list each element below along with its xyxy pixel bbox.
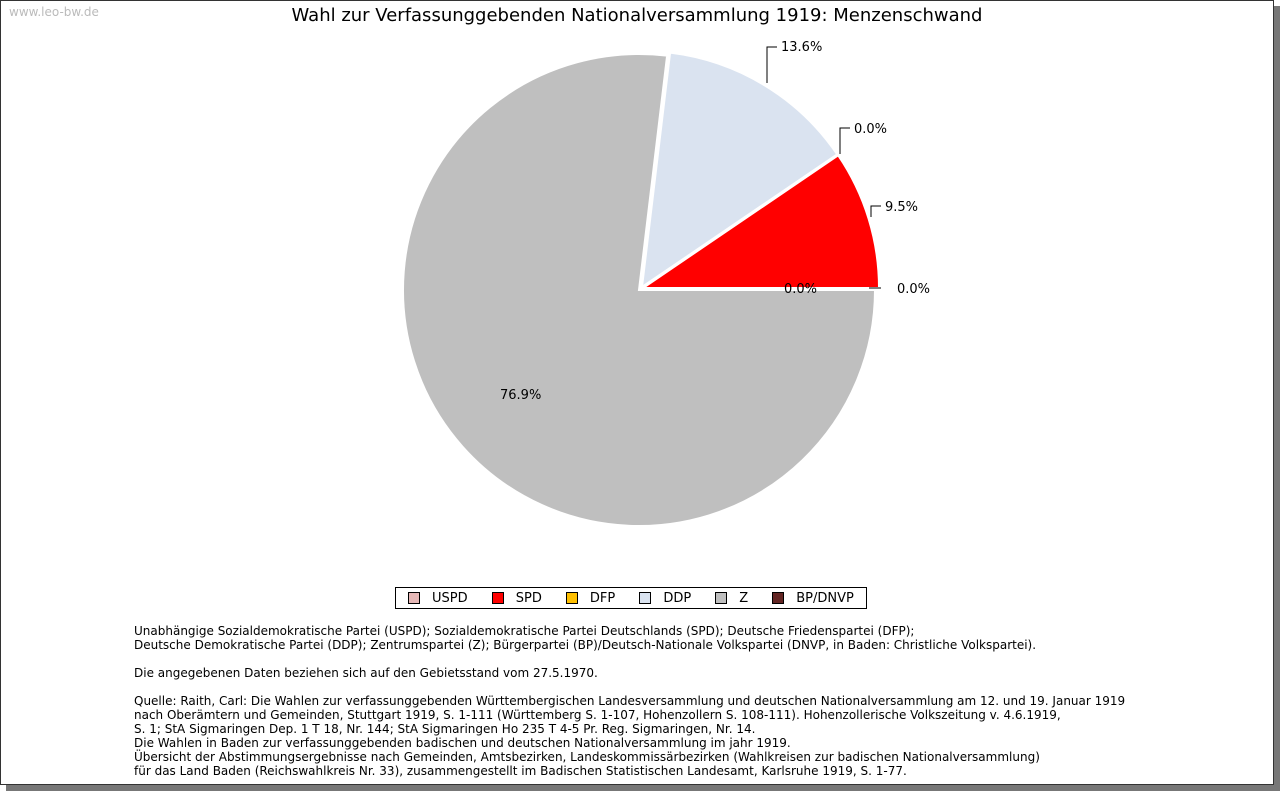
note-line: Die Wahlen in Baden zur verfassunggebend… [134,736,791,750]
legend-swatch [565,592,578,604]
legend-item-z: Z [715,591,748,606]
legend-swatch [772,592,785,604]
legend-label: BP/DNVP [796,590,854,606]
pie-chart: 0.0% 9.5% 0.0% 13.6% 76.9% 0.0% [402,40,930,527]
notes: Unabhängige Sozialdemokratische Partei (… [134,624,1125,792]
data-label-ddp: 13.6% [781,40,822,55]
data-label-z: 76.9% [500,388,541,403]
note-line: für das Land Baden (Reichswahlkreis Nr. … [134,764,907,778]
legend-swatch [408,592,421,604]
leader-line-ddp [766,46,777,83]
party-notes: Unabhängige Sozialdemokratische Partei (… [134,624,1125,652]
legend-swatch [715,592,728,604]
leader-line-spd [870,205,881,217]
note-line: S. 1; StA Sigmaringen Dep. 1 T 18, Nr. 1… [134,722,756,736]
source-note: Quelle: Raith, Carl: Die Wahlen zur verf… [134,694,1125,778]
legend-label: DDP [663,590,692,606]
legend-swatch [639,592,652,604]
legend-label: Z [739,590,749,606]
data-label-dfp: 0.0% [854,122,887,137]
legend-label: DFP [589,590,616,606]
legend-swatch [491,592,504,604]
legend-item-uspd: USPD [408,591,468,606]
legend-item-spd: SPD [491,590,542,606]
legend: USPD SPD DFP DDP Z BP/DNVP [395,587,867,609]
legend-item-dfp: DFP [565,590,616,606]
note-line: Quelle: Raith, Carl: Die Wahlen zur verf… [134,694,1126,708]
leader-line-dfp [839,127,850,154]
legend-label: SPD [515,590,542,606]
note-line: Übersicht der Abstimmungsergebnisse nach… [134,750,1040,764]
pie-slice-spd [639,153,881,289]
watermark: www.leo-bw.de [9,5,99,19]
data-label-bp-dnvp: 0.0% [784,282,817,297]
territory-note: Die angegebenen Daten beziehen sich auf … [134,666,1125,680]
note-line: Deutsche Demokratische Partei (DDP); Zen… [134,638,1037,652]
legend-label: USPD [432,590,468,606]
pie-slice-ddp [640,51,839,290]
data-label-uspd: 0.0% [897,282,930,297]
note-line: nach Oberämtern und Gemeinden, Stuttgart… [134,708,1061,722]
note-line: Die angegebenen Daten beziehen sich auf … [134,666,598,680]
legend-item-ddp: DDP [639,591,691,606]
data-label-spd: 9.5% [885,200,918,215]
pie-slice-z [402,53,877,527]
legend-item-bp-dnvp: BP/DNVP [772,591,854,606]
chart-title: Wahl zur Verfassunggebenden Nationalvers… [291,5,983,26]
note-line: Unabhängige Sozialdemokratische Partei (… [134,624,915,638]
